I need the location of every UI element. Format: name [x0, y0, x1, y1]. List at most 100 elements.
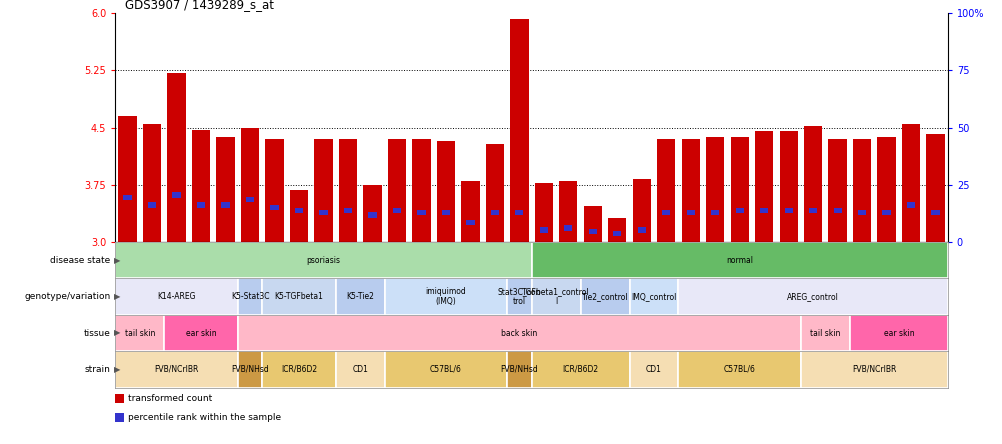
- Bar: [245, 197, 254, 202]
- Text: strain: strain: [84, 365, 110, 374]
- Text: FVB/NCrIBR: FVB/NCrIBR: [154, 365, 198, 374]
- Bar: [385, 278, 507, 315]
- Text: ear skin: ear skin: [185, 329, 216, 337]
- Bar: [801, 351, 947, 388]
- Text: genotype/variation: genotype/variation: [24, 292, 110, 301]
- Bar: [629, 351, 677, 388]
- Bar: [485, 144, 504, 242]
- Bar: [271, 205, 279, 210]
- Bar: [531, 242, 947, 278]
- Bar: [436, 141, 455, 242]
- Bar: [191, 130, 210, 242]
- Bar: [385, 351, 507, 388]
- Bar: [466, 220, 474, 225]
- Bar: [115, 278, 237, 315]
- Bar: [295, 208, 303, 213]
- Text: C57BL/6: C57BL/6: [430, 365, 461, 374]
- Text: FVB/NHsd: FVB/NHsd: [500, 365, 538, 374]
- Bar: [221, 202, 229, 208]
- Bar: [686, 210, 694, 215]
- Bar: [804, 126, 822, 242]
- Bar: [216, 137, 234, 242]
- Text: AREG_control: AREG_control: [787, 292, 839, 301]
- Text: ear skin: ear skin: [883, 329, 913, 337]
- Bar: [877, 137, 895, 242]
- Bar: [490, 210, 499, 215]
- Bar: [931, 210, 939, 215]
- Bar: [828, 139, 846, 242]
- Bar: [363, 185, 381, 242]
- Bar: [115, 351, 237, 388]
- Bar: [901, 124, 920, 242]
- Bar: [760, 208, 768, 213]
- Bar: [558, 181, 577, 242]
- Bar: [677, 278, 947, 315]
- Bar: [656, 139, 674, 242]
- Bar: [172, 192, 180, 198]
- Text: normal: normal: [725, 256, 753, 265]
- Text: ▶: ▶: [114, 365, 120, 374]
- Bar: [314, 139, 333, 242]
- Bar: [237, 315, 801, 351]
- Bar: [637, 227, 645, 233]
- Bar: [801, 315, 849, 351]
- Bar: [926, 134, 944, 242]
- Bar: [729, 137, 748, 242]
- Bar: [115, 315, 164, 351]
- Bar: [266, 139, 284, 242]
- Bar: [240, 128, 259, 242]
- Bar: [510, 20, 528, 242]
- Bar: [115, 242, 531, 278]
- Bar: [588, 229, 596, 234]
- Bar: [607, 218, 626, 242]
- Bar: [237, 351, 262, 388]
- Text: Stat3C_con
trol: Stat3C_con trol: [497, 287, 540, 306]
- Text: IMQ_control: IMQ_control: [630, 292, 676, 301]
- Bar: [147, 202, 156, 208]
- Bar: [705, 137, 723, 242]
- Text: K5-TGFbeta1: K5-TGFbeta1: [275, 292, 323, 301]
- Text: K5-Tie2: K5-Tie2: [346, 292, 374, 301]
- Bar: [539, 227, 547, 233]
- Bar: [534, 183, 552, 242]
- Text: tail skin: tail skin: [810, 329, 840, 337]
- Bar: [441, 210, 450, 215]
- Bar: [167, 73, 185, 242]
- Text: disease state: disease state: [50, 256, 110, 265]
- Bar: [393, 208, 401, 213]
- Text: ▶: ▶: [114, 256, 120, 265]
- Bar: [857, 210, 866, 215]
- Bar: [118, 116, 136, 242]
- Text: imiquimod
(IMQ): imiquimod (IMQ): [425, 287, 466, 306]
- Bar: [417, 210, 425, 215]
- Bar: [336, 351, 385, 388]
- Text: tail skin: tail skin: [124, 329, 155, 337]
- Bar: [412, 139, 430, 242]
- Text: K5-Stat3C: K5-Stat3C: [230, 292, 269, 301]
- Bar: [833, 208, 841, 213]
- Text: K14-AREG: K14-AREG: [157, 292, 195, 301]
- Bar: [461, 181, 479, 242]
- Bar: [809, 208, 817, 213]
- Bar: [237, 278, 262, 315]
- Bar: [882, 210, 890, 215]
- Text: back skin: back skin: [501, 329, 537, 337]
- Text: ▶: ▶: [114, 292, 120, 301]
- Bar: [344, 208, 352, 213]
- Bar: [852, 139, 871, 242]
- Bar: [262, 278, 336, 315]
- Text: Tie2_control: Tie2_control: [581, 292, 627, 301]
- Bar: [906, 202, 915, 208]
- Bar: [677, 351, 801, 388]
- Text: transformed count: transformed count: [128, 394, 211, 403]
- Bar: [734, 208, 743, 213]
- Text: percentile rank within the sample: percentile rank within the sample: [128, 413, 281, 422]
- Bar: [849, 315, 947, 351]
- Text: TGFbeta1_control
l: TGFbeta1_control l: [522, 287, 589, 306]
- Bar: [755, 131, 773, 242]
- Bar: [583, 206, 601, 242]
- Bar: [710, 210, 718, 215]
- Text: FVB/NHsd: FVB/NHsd: [230, 365, 269, 374]
- Bar: [388, 139, 406, 242]
- Bar: [507, 351, 531, 388]
